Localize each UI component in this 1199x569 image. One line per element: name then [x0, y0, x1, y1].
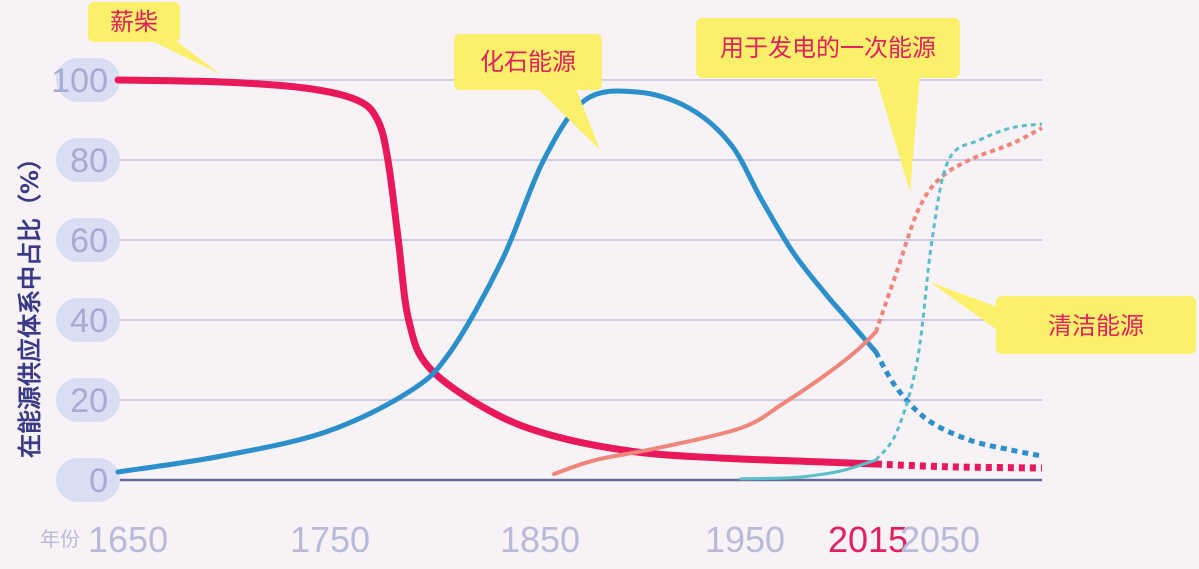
callout-fossil: 化石能源 — [454, 34, 602, 150]
series-forecast-line-firewood — [875, 460, 1043, 472]
y-tick-pill-20 — [56, 378, 120, 422]
y-tick-label-20: 20 — [70, 382, 108, 420]
callout-firewood: 薪柴 — [88, 2, 220, 74]
series-line-fossil — [115, 88, 879, 475]
callout-fossil-pointer — [535, 86, 600, 150]
series-layer — [114, 76, 1043, 481]
y-tick-label-0: 0 — [89, 462, 108, 500]
callout-firewood-label: 薪柴 — [110, 8, 158, 36]
x-tick-label-1650: 1650 — [88, 519, 168, 560]
callout-firewood-pointer — [150, 40, 220, 74]
y-tick-label-80: 80 — [70, 142, 108, 180]
series-forecast-line-electric — [874, 126, 1043, 333]
callout-fossil-label: 化石能源 — [480, 48, 576, 76]
series-line-firewood — [114, 76, 880, 468]
y-tick-pill-40 — [56, 298, 120, 342]
x-tick-label-2015: 2015 — [828, 519, 908, 560]
series-forecast-line-clean — [874, 122, 1043, 461]
callout-electric-pointer — [875, 74, 920, 192]
x-tick-label-2050: 2050 — [900, 519, 980, 560]
series-line-electric — [552, 330, 878, 476]
callout-clean-box — [996, 296, 1196, 354]
callout-electric-label: 用于发电的一次能源 — [720, 34, 936, 62]
x-tick-label-1950: 1950 — [705, 519, 785, 560]
y-tick-layer: 0 20 40 60 80 100 — [51, 58, 120, 502]
callout-electric-box — [696, 18, 960, 78]
y-axis-label: 在能源供应体系中占比（%） — [16, 146, 44, 458]
callout-clean-label: 清洁能源 — [1048, 312, 1144, 340]
callout-electric: 用于发电的一次能源 — [696, 18, 960, 192]
y-tick-label-60: 60 — [70, 222, 108, 260]
x-tick-label-1850: 1850 — [500, 519, 580, 560]
callout-firewood-box — [88, 2, 180, 42]
series-line-clean — [739, 458, 878, 481]
y-tick-pill-100 — [56, 58, 120, 102]
callout-fossil-box — [454, 34, 602, 90]
callout-clean-pointer — [930, 282, 1000, 332]
callout-clean: 清洁能源 — [930, 282, 1196, 354]
series-forecast-line-fossil — [873, 350, 1043, 459]
x-axis-prefix: 年份 — [40, 527, 80, 551]
y-tick-pill-80 — [56, 138, 120, 182]
y-tick-label-100: 100 — [51, 62, 108, 100]
y-tick-pill-0 — [56, 458, 120, 502]
y-tick-pill-60 — [56, 218, 120, 262]
x-tick-label-1750: 1750 — [290, 519, 370, 560]
y-tick-label-40: 40 — [70, 302, 108, 340]
